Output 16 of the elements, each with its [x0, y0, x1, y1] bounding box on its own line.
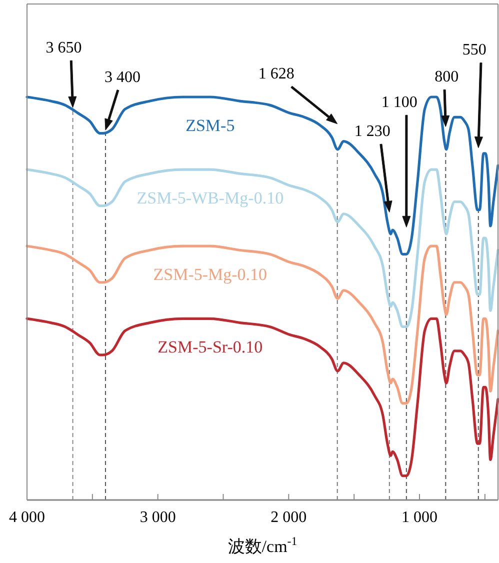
x-axis-title: 波数/cm$^{-1}$ — [228, 534, 298, 556]
series-label: ZSM-5-WB-Mg-0.10 — [136, 188, 284, 208]
series-label: ZSM-5-Sr-0.10 — [158, 338, 263, 357]
text: 550 — [462, 42, 486, 59]
text: 800 — [434, 68, 459, 86]
x-tick-label: 2 000 — [270, 509, 307, 526]
x-tick-label: 1 000 — [402, 509, 438, 526]
text: 3 400 — [104, 68, 140, 86]
series-label: ZSM-5 — [186, 116, 235, 135]
series-label: ZSM-5-Mg-0.10 — [153, 265, 268, 284]
annotation: 1 100 — [381, 94, 418, 111]
text: 3 650 — [46, 39, 82, 56]
annotation: 1 230 — [354, 122, 390, 140]
text: 1 628 — [258, 66, 294, 83]
x-tick-label: 4 000 — [9, 509, 45, 526]
x-tick-label: 3 000 — [140, 509, 176, 526]
